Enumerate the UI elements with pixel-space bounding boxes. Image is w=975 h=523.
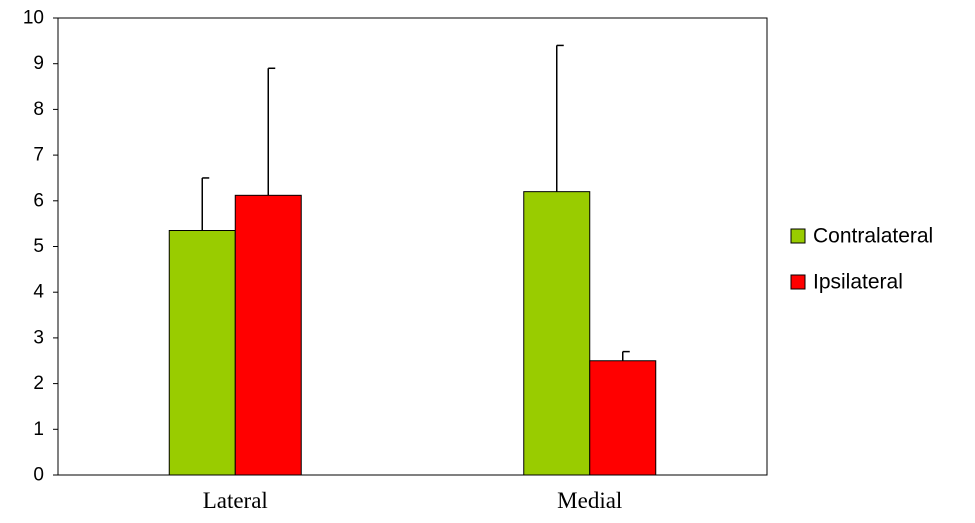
y-axis: 0 1 2 3 4 5 6 7 8 9 10 xyxy=(23,8,58,486)
y-tick-label: 4 xyxy=(33,282,44,303)
bar-contralateral-lateral xyxy=(168,230,236,476)
legend: Contralateral Ipsilateral xyxy=(790,225,933,294)
y-tick-label: 6 xyxy=(33,190,44,211)
legend-label: Ipsilateral xyxy=(813,271,903,294)
legend-swatch xyxy=(790,274,806,290)
y-tick-label: 3 xyxy=(33,327,44,348)
y-tick-label: 0 xyxy=(33,465,44,486)
plot-area xyxy=(57,17,768,476)
bar-contralateral-medial xyxy=(523,191,591,476)
legend-label: Contralateral xyxy=(813,225,933,248)
bars-group xyxy=(168,191,657,476)
y-tick-label: 8 xyxy=(33,99,44,120)
y-tick-label: 10 xyxy=(23,8,44,29)
x-axis-labels: Lateral Medial xyxy=(203,488,623,513)
legend-swatch xyxy=(790,228,806,244)
y-tick-label: 2 xyxy=(33,373,44,394)
bar-ipsilateral-lateral xyxy=(234,194,302,476)
y-tick-label: 1 xyxy=(33,419,44,440)
y-tick-label: 9 xyxy=(33,53,44,74)
x-category-label: Medial xyxy=(557,488,622,513)
bar-ipsilateral-medial xyxy=(589,360,657,476)
y-tick-label: 7 xyxy=(33,145,44,166)
error-bars-group xyxy=(201,44,630,361)
y-tick-label: 5 xyxy=(33,236,44,257)
x-category-label: Lateral xyxy=(203,488,268,513)
